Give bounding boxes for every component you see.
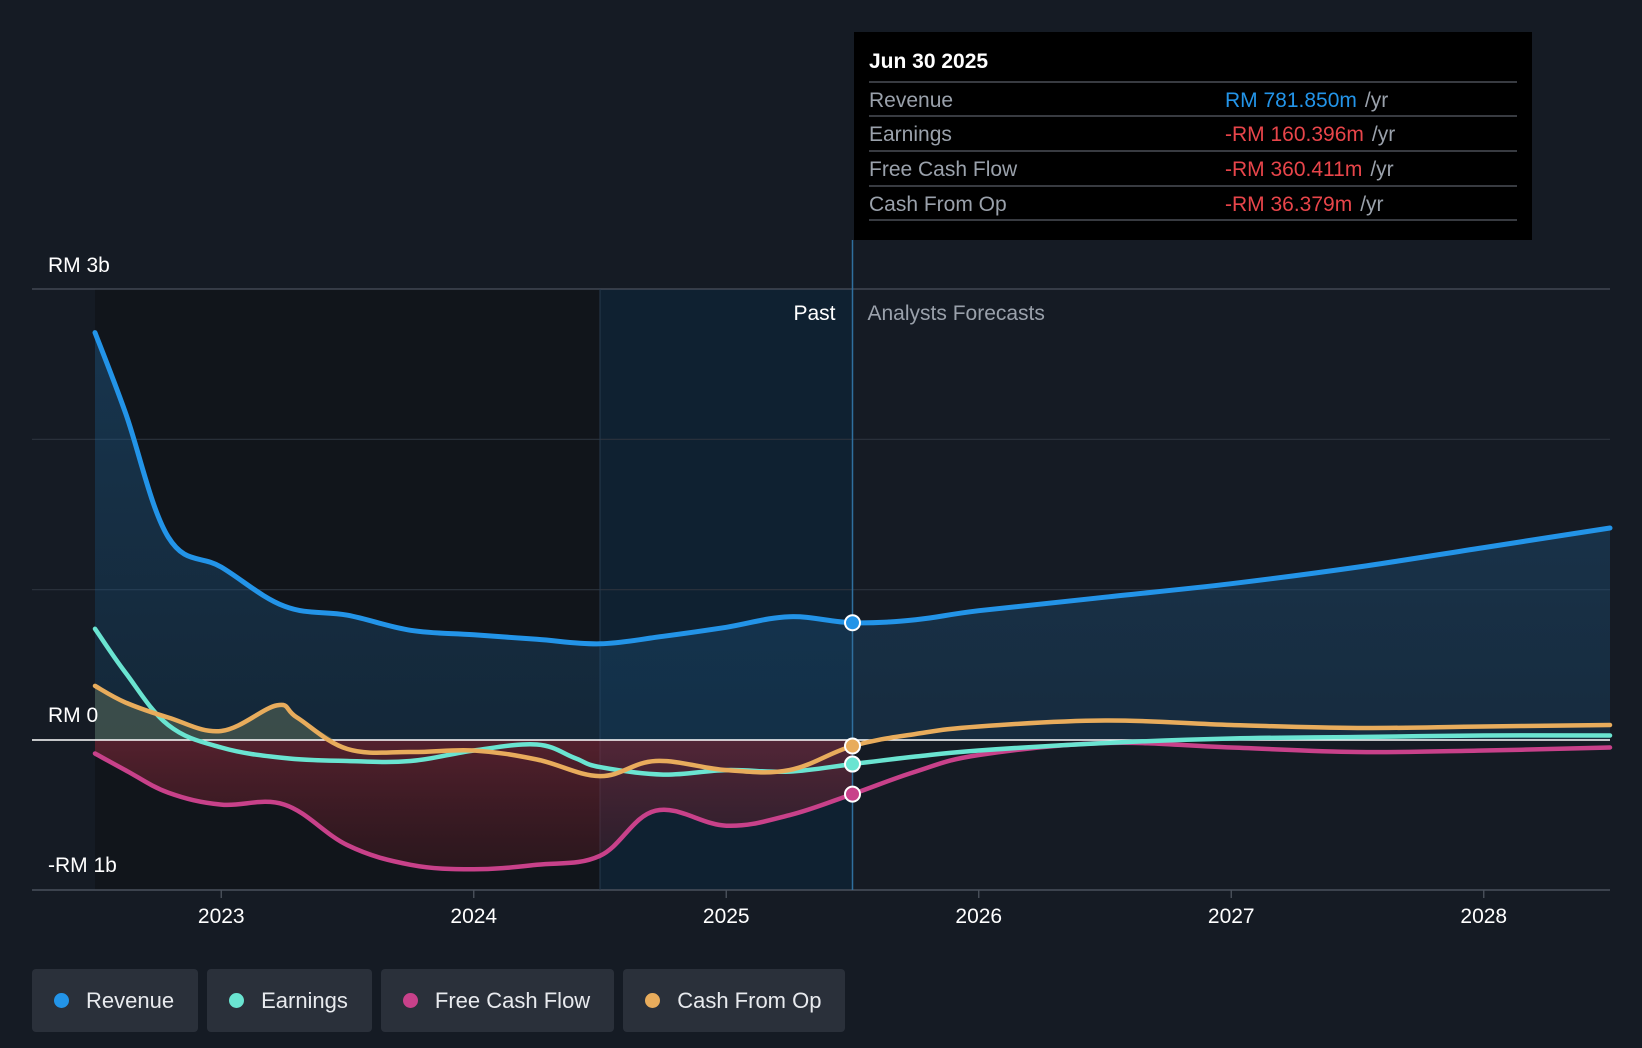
legend-item-earnings[interactable]: Earnings bbox=[207, 969, 372, 1032]
x-tick-label: 2027 bbox=[1208, 905, 1255, 928]
legend-label: Free Cash Flow bbox=[434, 987, 591, 1013]
series-lines bbox=[92, 330, 1613, 872]
tooltip-row-value: -RM 360.411m/yr bbox=[1225, 158, 1394, 181]
free-cash-flow-marker bbox=[844, 785, 861, 803]
tooltip-row-unit: /yr bbox=[1365, 89, 1388, 112]
x-tick-label: 2028 bbox=[1460, 905, 1507, 928]
negative-area bbox=[95, 740, 853, 870]
y-tick-label-zero: RM 0 bbox=[48, 704, 98, 727]
tooltip-row-unit: /yr bbox=[1360, 193, 1383, 216]
free-cash-flow-dot-icon bbox=[402, 993, 418, 1008]
earnings-line bbox=[92, 626, 1613, 777]
x-tick-label: 2026 bbox=[955, 905, 1002, 928]
current-value-markers bbox=[844, 614, 861, 803]
legend-label: Revenue bbox=[86, 987, 175, 1013]
cash-from-op-dot-icon bbox=[645, 993, 661, 1008]
tooltip-row-value: RM 781.850m/yr bbox=[1225, 89, 1388, 112]
x-tick-label: 2023 bbox=[198, 905, 245, 928]
tooltip-date: Jun 30 2025 bbox=[869, 50, 988, 73]
past-label: Past bbox=[793, 302, 835, 325]
tooltip-row-unit: /yr bbox=[1370, 158, 1393, 181]
positive-earnings-area bbox=[95, 685, 335, 740]
revenue-marker bbox=[844, 614, 861, 632]
x-axis-ticks: 2023 2024 2025 2026 2027 2028 bbox=[198, 890, 1507, 928]
x-tick-label: 2025 bbox=[703, 905, 750, 928]
tooltip-row-label: Earnings bbox=[869, 123, 952, 146]
x-tick-label: 2024 bbox=[450, 905, 497, 928]
y-tick-label-top: RM 3b bbox=[48, 254, 110, 277]
revenue-area bbox=[95, 332, 1610, 740]
tooltip-row-unit: /yr bbox=[1372, 123, 1395, 146]
legend-item-revenue[interactable]: Revenue bbox=[32, 969, 199, 1032]
forecast-label: Analysts Forecasts bbox=[868, 302, 1045, 325]
tooltip-row-value: -RM 36.379m/yr bbox=[1225, 193, 1384, 216]
tooltip: Jun 30 2025 Revenue RM 781.850m/yr Earnings… bbox=[854, 32, 1532, 240]
tooltip-row-label: Free Cash Flow bbox=[869, 158, 1018, 181]
tooltip-row-label: Cash From Op bbox=[869, 193, 1007, 216]
tooltip-row-value: -RM 160.396m/yr bbox=[1225, 123, 1395, 146]
y-tick-label-bottom: -RM 1b bbox=[48, 854, 117, 877]
revenue-dot-icon bbox=[54, 993, 69, 1008]
tooltip-box bbox=[854, 32, 1532, 240]
legend-label: Earnings bbox=[261, 987, 348, 1013]
legend-label: Cash From Op bbox=[677, 987, 822, 1013]
earnings-marker bbox=[844, 755, 861, 773]
legend: Revenue Earnings Free Cash Flow Cash Fro… bbox=[32, 969, 846, 1032]
revenue-line bbox=[92, 330, 1613, 647]
cash-from-op-line bbox=[92, 683, 1613, 779]
legend-item-cash-from-op[interactable]: Cash From Op bbox=[623, 969, 846, 1032]
cash-from-op-marker bbox=[844, 737, 861, 755]
earnings-dot-icon bbox=[229, 993, 245, 1008]
tooltip-row-label: Revenue bbox=[869, 89, 953, 112]
free-cash-flow-line bbox=[92, 740, 1613, 872]
legend-item-free-cash-flow[interactable]: Free Cash Flow bbox=[380, 969, 615, 1032]
